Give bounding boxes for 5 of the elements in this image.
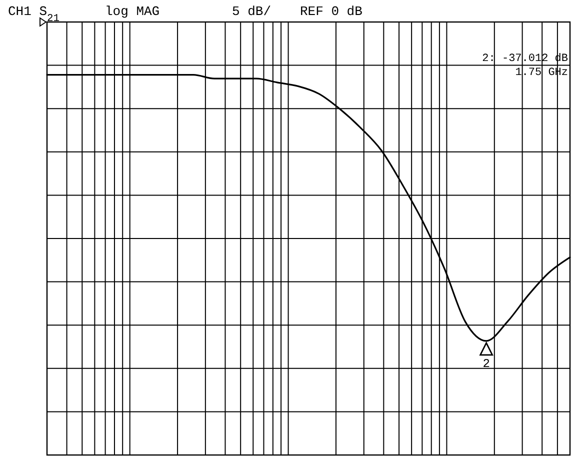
annotation: 2 — [482, 356, 490, 371]
chart-title: CH1 S$_{21}$ — [8, 4, 60, 25]
text: 5 dB/ — [232, 4, 272, 19]
text: REF 0 dB — [300, 4, 363, 19]
text: log MAG — [105, 4, 160, 19]
